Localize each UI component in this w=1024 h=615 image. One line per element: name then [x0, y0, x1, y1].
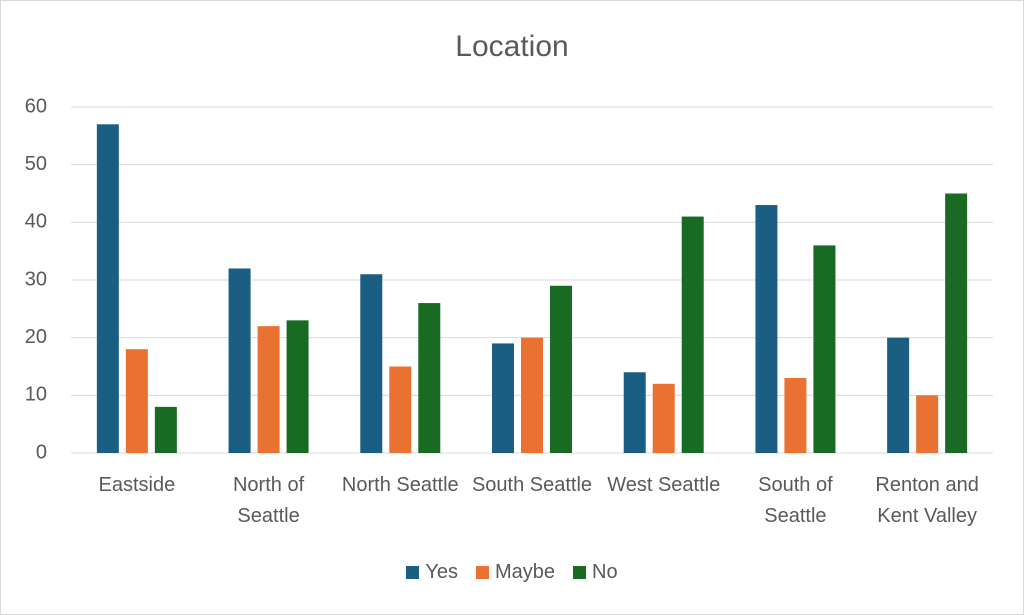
- bar: [96, 124, 119, 454]
- legend-label: Yes: [425, 561, 459, 583]
- y-tick-label: 0: [36, 441, 47, 463]
- bar: [813, 245, 836, 453]
- legend-item: Yes: [406, 561, 458, 584]
- x-tick-label: South of Seattle: [758, 474, 833, 527]
- bar: [681, 216, 704, 453]
- bar: [652, 383, 675, 453]
- x-tick-label: North of Seattle: [232, 474, 305, 527]
- bar: [916, 395, 939, 453]
- legend: Yes Maybe No: [1, 561, 1023, 584]
- x-tick-label: North Seattle: [341, 474, 459, 496]
- x-tick-label: South Seattle: [471, 474, 593, 496]
- bar: [521, 337, 543, 453]
- legend-item: Maybe: [476, 561, 555, 584]
- x-tick-label: West Seattle: [607, 474, 721, 496]
- bar: [550, 285, 572, 453]
- legend-label: Maybe: [495, 561, 556, 583]
- bar: [257, 326, 280, 453]
- bar: [125, 349, 148, 453]
- bar: [887, 337, 910, 453]
- y-tick-label: 30: [25, 268, 47, 290]
- bar: [945, 193, 968, 453]
- legend-item: No: [573, 561, 618, 584]
- bar: [228, 268, 251, 453]
- y-tick-label: 20: [25, 326, 47, 348]
- x-tick-label: Eastside: [98, 474, 176, 496]
- bar: [286, 320, 309, 453]
- chart-title: Location: [455, 30, 568, 63]
- legend-label: No: [592, 561, 618, 583]
- bar: [492, 343, 514, 453]
- bar: [154, 406, 177, 453]
- x-tick-label: Renton and Kent Valley: [875, 474, 979, 527]
- bar: [360, 274, 383, 453]
- legend-swatch: [476, 566, 490, 579]
- y-tick-label: 40: [25, 211, 47, 233]
- legend-swatch: [573, 566, 587, 579]
- legend-swatch: [406, 566, 420, 579]
- y-tick-label: 10: [25, 384, 47, 406]
- bar: [418, 303, 441, 453]
- bar: [784, 378, 807, 453]
- bar: [389, 366, 412, 453]
- y-tick-label: 50: [25, 153, 47, 175]
- y-tick-label: 60: [25, 95, 47, 117]
- bar: [755, 205, 778, 453]
- bar: [623, 372, 646, 453]
